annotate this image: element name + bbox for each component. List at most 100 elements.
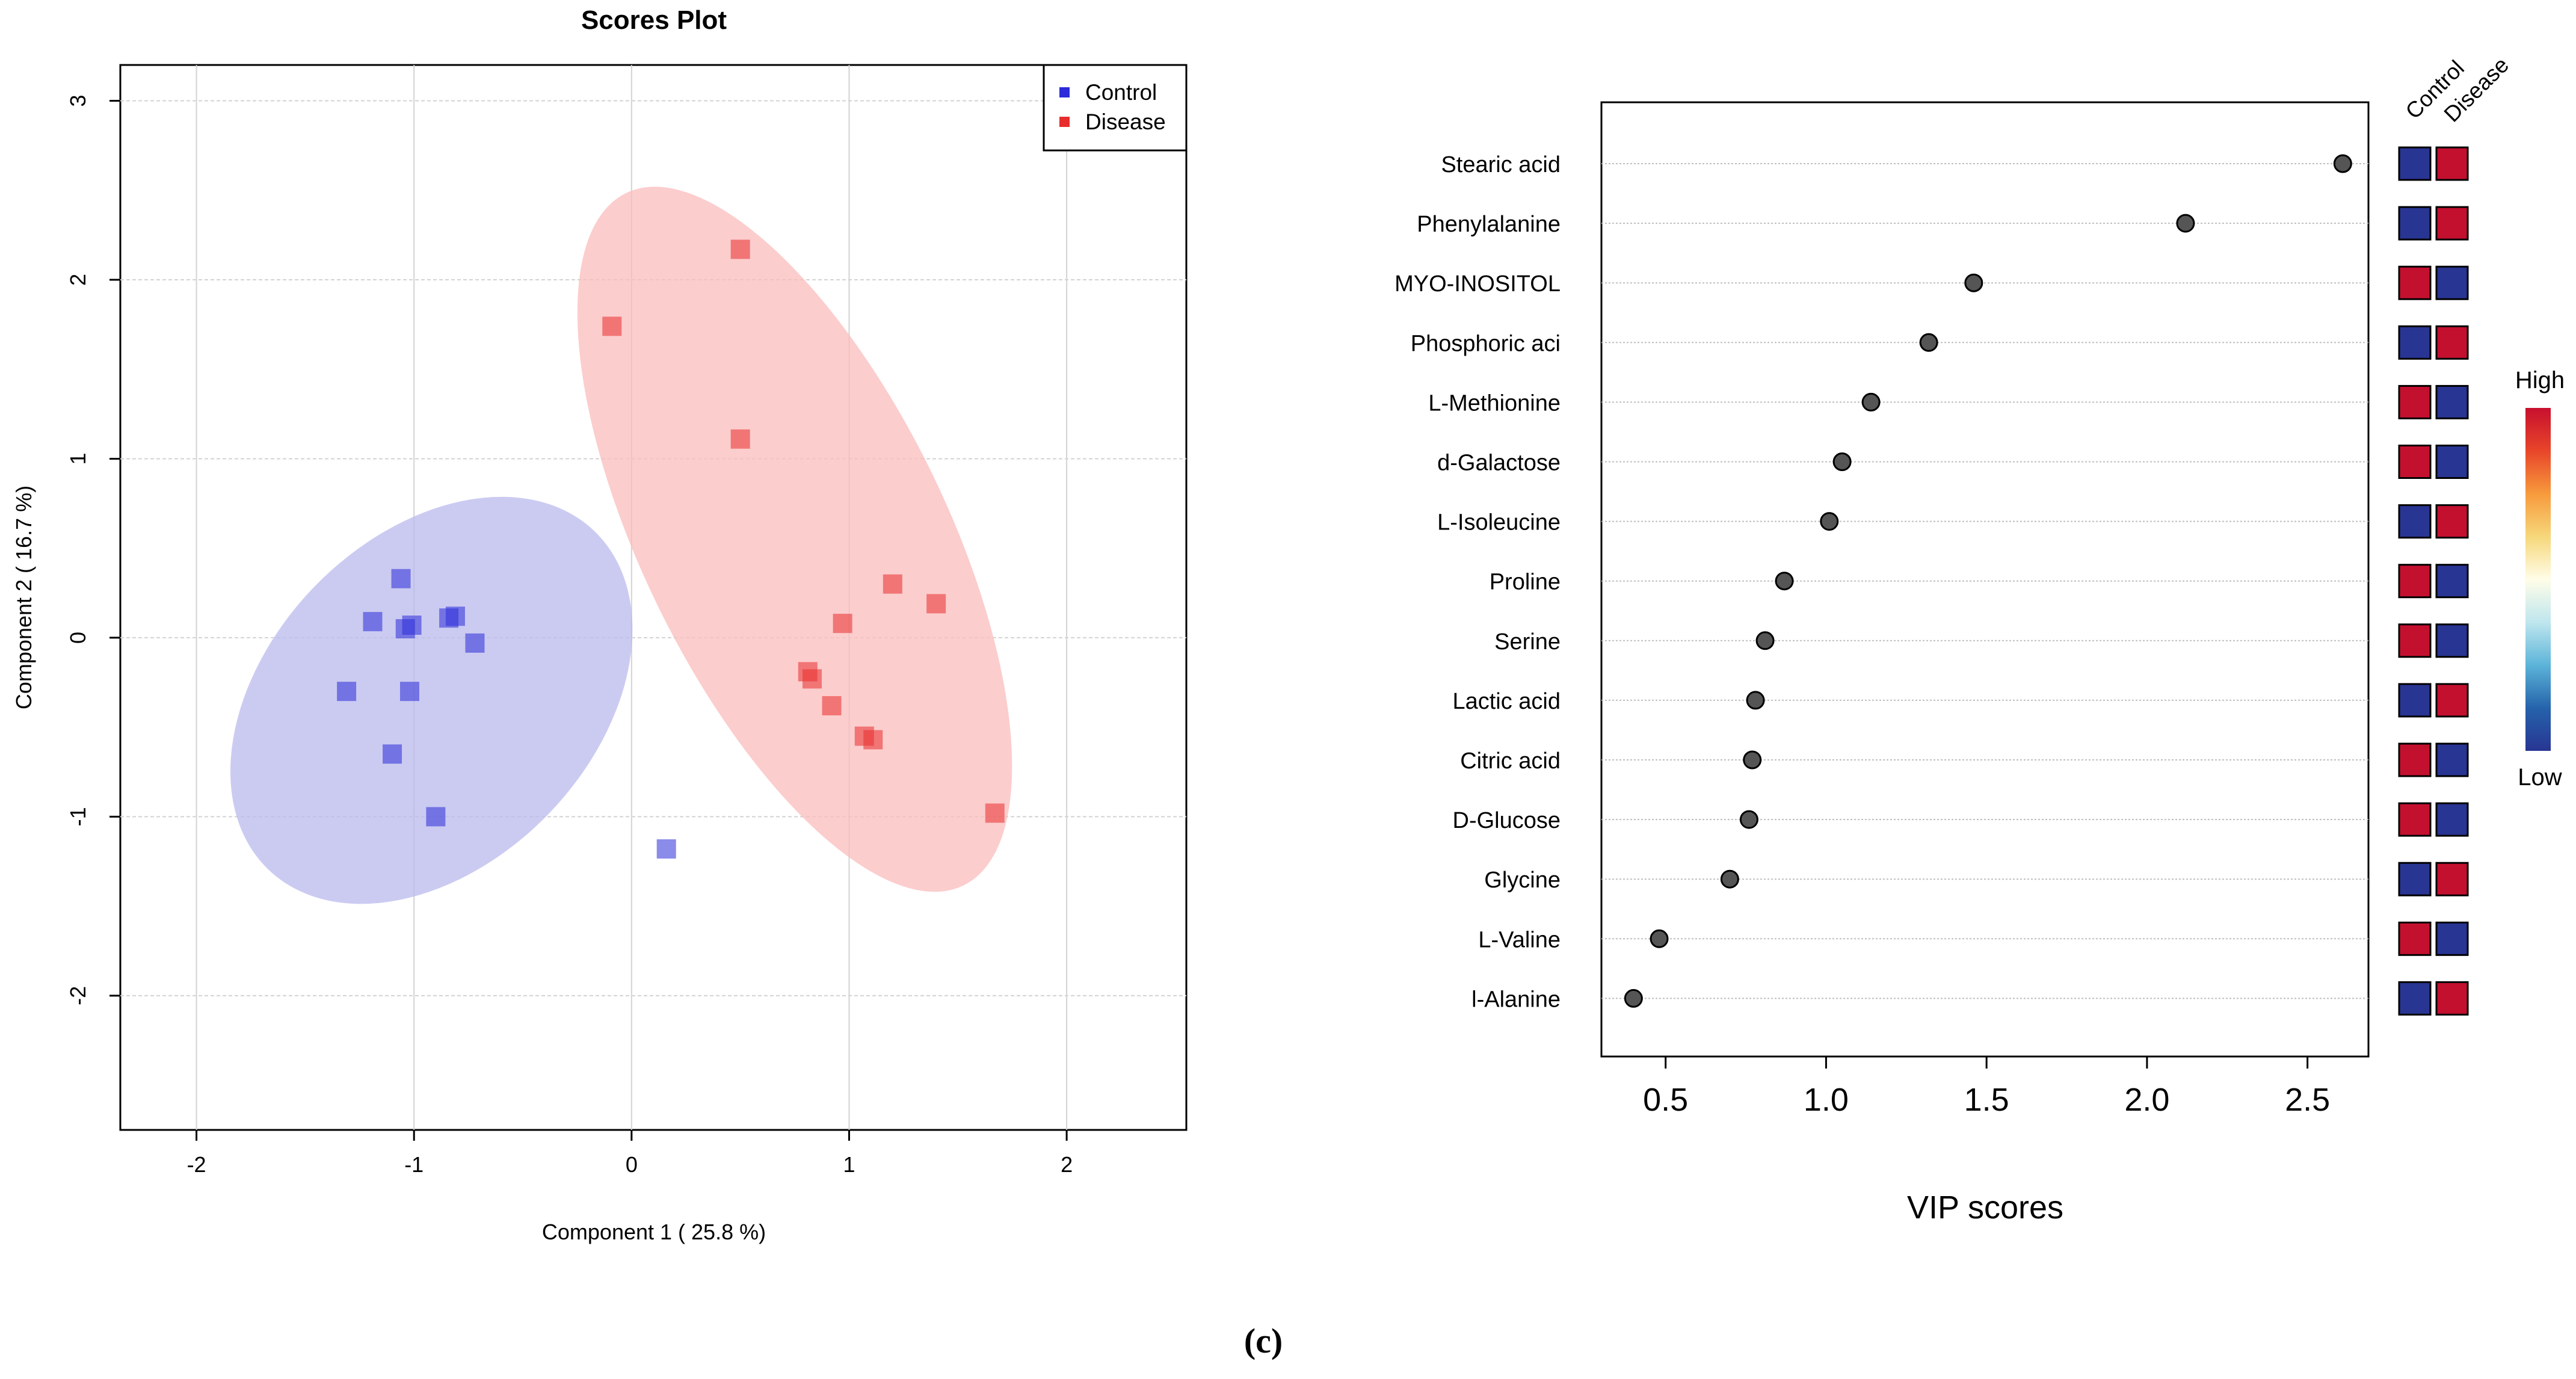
vip-dot xyxy=(2333,154,2352,173)
vip-x-tick-label: 2.5 xyxy=(2285,1082,2330,1118)
score-point-disease xyxy=(822,696,842,715)
heatmap-cell-control xyxy=(2398,862,2432,896)
score-point-control xyxy=(465,633,485,653)
heatmap-cell-control xyxy=(2398,921,2432,956)
score-point-control xyxy=(402,615,422,635)
heatmap-cell-control xyxy=(2398,623,2432,658)
score-point-control xyxy=(399,682,419,702)
vip-dot xyxy=(1775,572,1794,591)
vip-dot xyxy=(1624,989,1643,1008)
scores-legend: Control Disease xyxy=(1043,64,1188,152)
vip-feature-labels: Stearic acid Phenylalanine MYO-INOSITOL Pho… xyxy=(1394,152,1561,1012)
colorbar-low-label: Low xyxy=(2518,764,2562,791)
heatmap-cell-disease xyxy=(2435,325,2469,360)
heatmap-cell-control xyxy=(2398,683,2432,718)
vip-feature-label: Lactic acid xyxy=(1452,689,1561,714)
vip-dots xyxy=(1624,154,2352,1008)
vip-dot xyxy=(1861,392,1881,412)
heatmap-cell-control xyxy=(2398,146,2432,181)
vip-feature-label: Serine xyxy=(1494,629,1561,655)
scores-x-axis-label: Component 1 ( 25.8 %) xyxy=(542,1220,766,1244)
score-point-disease xyxy=(730,429,750,449)
vip-heatmap xyxy=(2398,146,2469,1016)
vip-x-axis: 0.5 1.0 1.5 2.0 2.5 xyxy=(1643,1057,2330,1118)
heatmap-cell-control xyxy=(2398,564,2432,599)
heatmap-cell-disease xyxy=(2435,564,2469,599)
heatmap-cell-control xyxy=(2398,742,2432,777)
heatmap-cell-control xyxy=(2398,325,2432,360)
score-point-control xyxy=(656,839,676,859)
heatmap-cell-disease xyxy=(2435,445,2469,479)
scores-x-tick-label: 0 xyxy=(626,1152,638,1177)
scores-x-tick-label: 2 xyxy=(1061,1152,1073,1177)
vip-x-tick-label: 1.5 xyxy=(1964,1082,2009,1118)
heatmap-cell-disease xyxy=(2435,623,2469,658)
vip-dot xyxy=(1820,512,1839,531)
score-point-control xyxy=(391,569,411,588)
vip-feature-label: Glycine xyxy=(1484,868,1561,893)
vip-x-tick-label: 0.5 xyxy=(1643,1082,1688,1118)
heatmap-cell-disease xyxy=(2435,981,2469,1016)
scores-legend-box xyxy=(1043,64,1188,152)
vip-feature-label: L-Valine xyxy=(1478,927,1561,952)
heatmap-cell-disease xyxy=(2435,504,2469,539)
vip-feature-label: Phosphoric aci xyxy=(1411,331,1561,356)
legend-swatch-control xyxy=(1059,87,1070,97)
vip-feature-label: Stearic acid xyxy=(1441,152,1561,177)
vip-dot xyxy=(1739,810,1758,829)
scores-plot: Scores Plot -2 -1 0 1 2 -2 -1 0 1 2 3 Component 1… xyxy=(11,5,1188,1244)
vip-x-tick-label: 2.0 xyxy=(2124,1082,2169,1118)
vip-x-axis-label: VIP scores xyxy=(1907,1189,2063,1226)
colorbar-gradient xyxy=(2525,408,2551,751)
colorbar-high-label: High xyxy=(2515,367,2565,393)
legend-label-control: Control xyxy=(1085,80,1157,105)
scores-x-tick-label: 1 xyxy=(843,1152,855,1177)
scores-x-tick-label: -2 xyxy=(187,1152,206,1177)
scores-y-tick-label: 3 xyxy=(66,94,90,106)
heatmap-cell-disease xyxy=(2435,802,2469,837)
vip-x-tick-label: 1.0 xyxy=(1804,1082,1849,1118)
heatmap-cell-disease xyxy=(2435,384,2469,419)
heatmap-cell-disease xyxy=(2435,683,2469,718)
vip-feature-label: Proline xyxy=(1490,570,1561,595)
score-point-disease xyxy=(730,239,750,259)
confidence-ellipse-disease xyxy=(577,187,1012,892)
heatmap-cell-disease xyxy=(2435,146,2469,181)
heatmap-cell-disease xyxy=(2435,742,2469,777)
vip-dot xyxy=(1964,273,1983,292)
vip-feature-label: D-Glucose xyxy=(1453,808,1561,833)
scores-y-tick-label: 2 xyxy=(66,274,90,286)
heatmap-cell-control xyxy=(2398,445,2432,479)
scores-y-tick-label: 1 xyxy=(66,452,90,464)
scores-y-tick-label: -1 xyxy=(66,807,90,826)
heatmap-cell-control xyxy=(2398,504,2432,539)
vip-feature-label: Citric acid xyxy=(1460,748,1561,774)
heatmap-cell-disease xyxy=(2435,862,2469,896)
panel-label: (c) xyxy=(1244,1321,1283,1360)
vip-feature-label: MYO-INOSITOL xyxy=(1394,271,1561,297)
score-point-control xyxy=(337,682,357,702)
vip-guide-lines xyxy=(1601,163,2368,999)
vip-dot xyxy=(1720,869,1739,889)
scores-y-axis: -2 -1 0 1 2 3 xyxy=(66,94,120,1005)
scores-y-tick-label: -2 xyxy=(66,986,90,1005)
scores-points xyxy=(337,239,1005,859)
score-point-control xyxy=(363,612,383,632)
score-point-disease xyxy=(802,669,822,689)
vip-feature-label: d-Galactose xyxy=(1437,451,1561,476)
vip-dot xyxy=(1746,691,1765,710)
vip-dot xyxy=(2176,214,2195,233)
legend-swatch-disease xyxy=(1059,117,1070,127)
score-point-control xyxy=(383,744,402,764)
heatmap-cell-control xyxy=(2398,265,2432,300)
score-point-disease xyxy=(602,316,622,336)
score-point-control xyxy=(426,807,446,827)
heatmap-cell-disease xyxy=(2435,921,2469,956)
score-point-disease xyxy=(926,594,946,614)
vip-feature-label: l-Alanine xyxy=(1471,987,1561,1012)
scores-y-tick-label: 0 xyxy=(66,632,90,644)
heatmap-cell-disease xyxy=(2435,206,2469,241)
vip-dot xyxy=(1743,750,1762,770)
vip-dot xyxy=(1755,631,1775,650)
